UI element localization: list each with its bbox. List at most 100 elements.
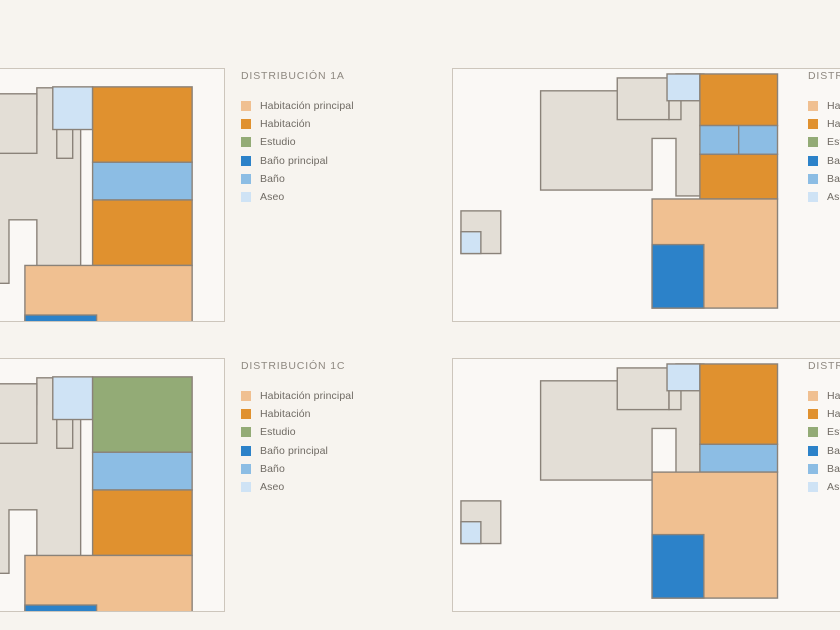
- legend-1b: DISTRIBUCIÓN 1B Habitación principal Hab…: [808, 70, 840, 206]
- legend-label: Habitación principal: [827, 100, 840, 113]
- legend-label: Habitación: [827, 118, 840, 131]
- legend-list-1a: Habitación principal Habitación Estudio …: [241, 97, 441, 206]
- swatch-bano-principal-icon: [808, 155, 818, 166]
- legend-label: Habitación: [827, 408, 840, 421]
- legend-label: Baño principal: [827, 444, 840, 457]
- legend-title-1c: DISTRIBUCIÓN 1C: [241, 360, 346, 372]
- room-detached-aseo-1b: [460, 231, 482, 255]
- legend-label: Baño: [827, 462, 840, 475]
- legend-item-habitacion-principal: Habitación principal: [241, 97, 441, 115]
- room-habitacion-principal-1a: [24, 264, 193, 321]
- legend-list-1d: Habitación principal Habitación Estudio …: [808, 387, 840, 496]
- room-habitacion-top-1b: [699, 73, 779, 127]
- swatch-habitacion-icon: [241, 409, 251, 420]
- swatch-habitacion-principal-icon: [808, 391, 818, 402]
- legend-item-aseo: Aseo: [808, 188, 840, 206]
- room-bano-1c: [91, 451, 193, 491]
- legend-label: Baño: [260, 172, 285, 185]
- legend-item-habitacion-principal: Habitación principal: [808, 387, 840, 405]
- legend-label: Habitación principal: [827, 390, 840, 403]
- swatch-habitacion-principal-icon: [808, 101, 818, 112]
- swatch-bano-icon: [241, 173, 251, 184]
- swatch-estudio-icon: [241, 427, 251, 438]
- legend-1a: DISTRIBUCIÓN 1A Habitación principal Hab…: [241, 70, 441, 206]
- swatch-habitacion-icon: [241, 119, 251, 130]
- room-bano-principal-1a: [24, 314, 98, 321]
- legend-item-estudio: Estudio: [808, 423, 840, 441]
- legend-label: Baño: [260, 462, 285, 475]
- legend-item-bano: Baño: [808, 170, 840, 188]
- legend-item-bano-principal: Baño principal: [241, 152, 441, 170]
- legend-label: Estudio: [260, 426, 296, 439]
- room-aseo-1a: [52, 86, 94, 131]
- room-niche-1d: [616, 367, 670, 411]
- swatch-bano-icon: [808, 173, 818, 184]
- panel-distribucion-1d[interactable]: [452, 358, 840, 612]
- panel-distribucion-1a[interactable]: [0, 68, 225, 322]
- legend-item-habitacion: Habitación: [808, 115, 840, 133]
- swatch-bano-icon: [241, 463, 251, 474]
- room-niche-1c: [0, 383, 38, 445]
- legend-label: Baño principal: [260, 154, 328, 167]
- room-habitacion-1c: [91, 489, 193, 557]
- legend-item-bano: Baño: [241, 170, 441, 188]
- swatch-aseo-icon: [241, 192, 251, 203]
- panel-distribucion-1c[interactable]: [0, 358, 225, 612]
- legend-item-habitacion: Habitación: [241, 115, 441, 133]
- legend-label: Habitación principal: [260, 390, 354, 403]
- room-bano-left-1b: [699, 124, 740, 156]
- legend-label: Baño principal: [827, 154, 840, 167]
- legend-label: Estudio: [260, 136, 296, 149]
- legend-label: Baño: [827, 172, 840, 185]
- room-estudio-1c: [91, 376, 193, 453]
- legend-item-estudio: Estudio: [241, 423, 441, 441]
- legend-item-habitacion: Habitación: [808, 405, 840, 423]
- room-bano-principal-1d: [651, 533, 705, 599]
- legend-item-habitacion-principal: Habitación principal: [808, 97, 840, 115]
- legend-item-bano-principal: Baño principal: [241, 442, 441, 460]
- legend-label: Aseo: [260, 481, 285, 494]
- legend-1c: DISTRIBUCIÓN 1C Habitación principal Hab…: [241, 360, 441, 496]
- floorplan-1c: [0, 359, 224, 611]
- room-aseo-1b: [666, 73, 701, 102]
- legend-label: Estudio: [827, 426, 840, 439]
- swatch-estudio-icon: [808, 427, 818, 438]
- legend-item-estudio: Estudio: [808, 133, 840, 151]
- legend-label: Estudio: [827, 136, 840, 149]
- legend-label: Habitación: [260, 118, 311, 131]
- room-habitacion-mid-1a: [91, 199, 193, 267]
- swatch-estudio-icon: [808, 137, 818, 148]
- room-bano-principal-1c: [24, 604, 98, 611]
- swatch-habitacion-principal-icon: [241, 391, 251, 402]
- room-bano-principal-1b: [651, 243, 705, 309]
- floorplan-1a: [0, 69, 224, 321]
- room-aseo-1d: [666, 363, 701, 392]
- legend-item-aseo: Aseo: [241, 188, 441, 206]
- legend-1d: DISTRIBUCIÓN 1D Habitación principal Hab…: [808, 360, 840, 496]
- legend-item-bano: Baño: [808, 460, 840, 478]
- legend-item-habitacion: Habitación: [241, 405, 441, 423]
- swatch-aseo-icon: [241, 482, 251, 493]
- legend-item-aseo: Aseo: [241, 478, 441, 496]
- room-habitacion-1d: [699, 363, 779, 446]
- panel-distribucion-1b[interactable]: [452, 68, 840, 322]
- legend-item-habitacion-principal: Habitación principal: [241, 387, 441, 405]
- swatch-habitacion-icon: [808, 119, 818, 130]
- legend-label: Aseo: [827, 481, 840, 494]
- legend-title-1b: DISTRIBUCIÓN 1B: [808, 70, 840, 82]
- legend-title-1a: DISTRIBUCIÓN 1A: [241, 70, 345, 82]
- room-habitacion-top-1a: [91, 86, 193, 163]
- legend-label: Aseo: [827, 191, 840, 204]
- room-bano-1d: [699, 443, 779, 473]
- swatch-bano-icon: [808, 463, 818, 474]
- swatch-aseo-icon: [808, 192, 818, 203]
- legend-item-bano: Baño: [241, 460, 441, 478]
- room-niche-1b: [616, 77, 670, 121]
- swatch-aseo-icon: [808, 482, 818, 493]
- swatch-habitacion-principal-icon: [241, 101, 251, 112]
- legend-list-1b: Habitación principal Habitación Estudio …: [808, 97, 840, 206]
- legend-item-bano-principal: Baño principal: [808, 152, 840, 170]
- room-habitacion-mid-1b: [699, 153, 779, 200]
- legend-title-1d: DISTRIBUCIÓN 1D: [808, 360, 840, 372]
